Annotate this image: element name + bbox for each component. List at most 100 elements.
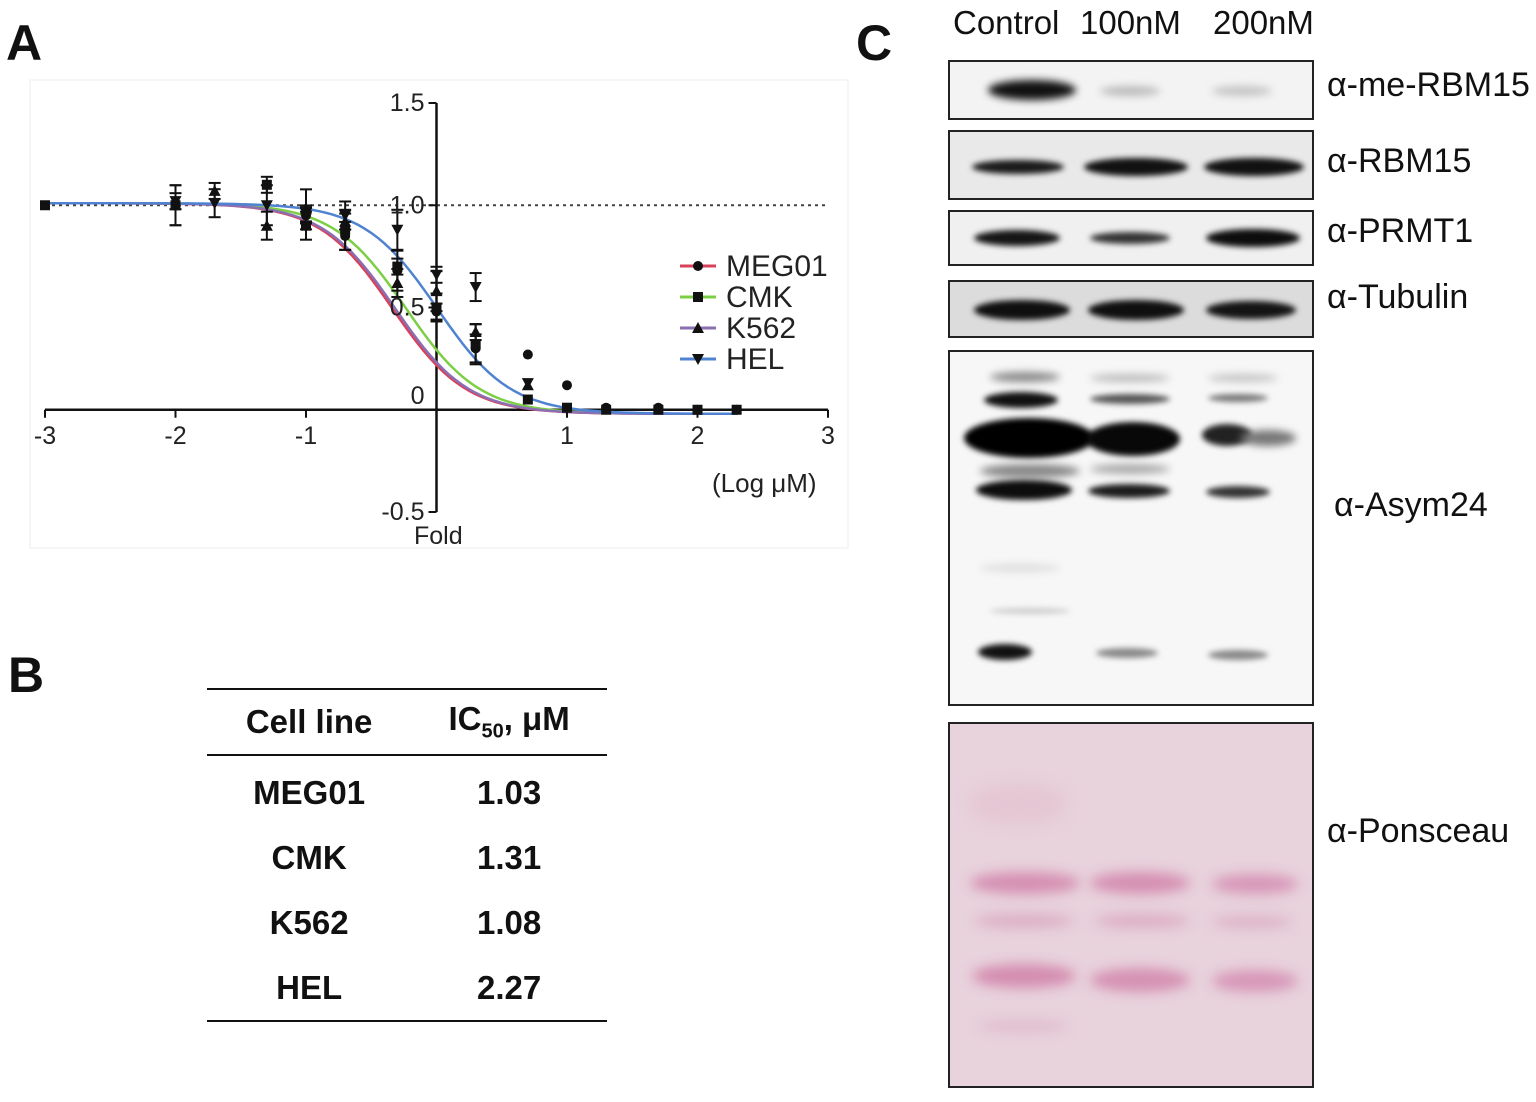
data-point-hel xyxy=(208,198,221,210)
data-point-k562 xyxy=(391,276,404,288)
ic50-table: Cell line IC50, μM MEG01 1.03 CMK 1.31 K56… xyxy=(207,688,607,1022)
ic50-value: 2.27 xyxy=(477,968,542,1006)
blot-band xyxy=(1212,970,1298,992)
blot-band xyxy=(1088,300,1184,320)
data-point-hel xyxy=(430,269,443,281)
blot-band xyxy=(1094,914,1190,928)
y-tick-label: 0.5 xyxy=(390,294,425,322)
blot-label-tubulin: α-Tubulin xyxy=(1327,278,1469,316)
blot-band xyxy=(1090,968,1190,992)
blot-band xyxy=(1088,484,1170,498)
y-axis-label: Fold xyxy=(414,522,463,550)
y-tick-label: 1.5 xyxy=(390,89,425,117)
blot-band xyxy=(1096,648,1158,658)
table-header-row: Cell line IC50, μM xyxy=(207,689,607,755)
data-point-hel xyxy=(521,378,534,390)
blot-band xyxy=(1100,86,1160,96)
blot-band xyxy=(1202,424,1252,446)
data-point-cmk xyxy=(601,404,612,415)
table-row: CMK 1.31 xyxy=(207,825,607,890)
blot-band xyxy=(974,230,1060,246)
cell-line: CMK xyxy=(271,838,347,876)
panel-letter-a: A xyxy=(6,15,43,71)
data-point-k562 xyxy=(469,326,482,338)
ic50-value: 1.31 xyxy=(477,838,542,876)
header-cell-line: Cell line xyxy=(245,703,373,740)
x-tick-label: -3 xyxy=(34,422,56,450)
x-tick-label: 2 xyxy=(691,422,705,450)
blot-label-me-rbm15: α-me-RBM15 xyxy=(1327,66,1530,104)
blot-band xyxy=(970,872,1080,894)
x-tick-label: -1 xyxy=(295,422,317,450)
blot-band xyxy=(978,1020,1068,1032)
legend-label-cmk: CMK xyxy=(726,281,793,314)
blot-band xyxy=(1090,232,1170,244)
legend-label-hel: HEL xyxy=(726,343,784,376)
blot-band xyxy=(1240,430,1296,446)
table-row: K562 1.08 xyxy=(207,890,607,955)
blot-rbm15 xyxy=(948,130,1314,200)
table-row: MEG01 1.03 xyxy=(207,755,607,825)
header-ic50: IC50, μM xyxy=(448,700,570,743)
blot-band xyxy=(974,914,1074,928)
blot-band xyxy=(970,784,1066,824)
blot-band xyxy=(980,564,1060,572)
blot-asym24 xyxy=(948,350,1314,706)
data-point-hel xyxy=(339,210,352,222)
blot-label-ponsceau: α-Ponsceau xyxy=(1327,812,1510,850)
panel-letter-c: C xyxy=(856,15,893,71)
blot-band xyxy=(1212,874,1298,894)
lane-label-control: Control xyxy=(953,4,1060,41)
table-row: HEL 2.27 xyxy=(207,955,607,1021)
blot-band xyxy=(988,80,1076,100)
legend-label-meg01: MEG01 xyxy=(726,250,828,283)
legend-label-k562: K562 xyxy=(726,312,796,345)
data-point-cmk xyxy=(731,404,742,415)
blot-band xyxy=(990,372,1060,382)
legend-marker-cmk xyxy=(693,292,703,302)
blot-ponsceau xyxy=(948,722,1314,1088)
blot-me-rbm15 xyxy=(948,60,1314,120)
y-tick-label: 1.0 xyxy=(390,191,425,219)
blot-band xyxy=(1212,916,1292,928)
ic50-value: 1.08 xyxy=(477,903,542,941)
lane-label-200nm: 200nM xyxy=(1213,4,1314,41)
blot-band xyxy=(1090,394,1170,404)
data-point-hel xyxy=(169,196,182,208)
panel-letter-b: B xyxy=(8,647,45,703)
blot-band xyxy=(1208,650,1268,660)
blot-band xyxy=(1090,374,1170,382)
blot-band xyxy=(1084,158,1188,176)
blot-band xyxy=(972,160,1064,174)
series-curve-hel xyxy=(45,201,737,416)
blot-band xyxy=(972,964,1076,988)
y-tick-label: -0.5 xyxy=(381,498,424,526)
data-point-hel xyxy=(300,208,312,220)
blot-label-asym24: α-Asym24 xyxy=(1334,486,1488,524)
blot-band xyxy=(1086,422,1180,456)
legend-marker-k562 xyxy=(692,322,704,333)
ic50-value: 1.03 xyxy=(477,773,542,811)
blot-band xyxy=(1208,394,1268,402)
data-point-cmk xyxy=(522,394,533,405)
blot-band xyxy=(1212,86,1272,96)
data-point-cmk xyxy=(653,404,664,415)
legend-marker-meg01 xyxy=(693,261,703,271)
blot-band xyxy=(1206,229,1300,247)
blot-band xyxy=(1090,872,1190,894)
data-point-meg01 xyxy=(522,349,533,360)
blot-prmt1 xyxy=(948,210,1314,266)
blot-band xyxy=(1206,486,1270,498)
x-tick-label: -2 xyxy=(164,422,186,450)
blot-band xyxy=(1206,301,1296,319)
data-point-k562 xyxy=(430,285,443,297)
data-point-hel xyxy=(260,200,273,212)
data-point-hel xyxy=(391,224,404,236)
blot-band xyxy=(978,644,1032,660)
data-point-cmk xyxy=(562,402,572,413)
blot-label-rbm15: α-RBM15 xyxy=(1327,142,1472,180)
data-point-cmk xyxy=(40,200,50,211)
lane-label-100nm: 100nM xyxy=(1080,4,1181,41)
x-axis-label: (Log μM) xyxy=(712,468,817,498)
blot-band xyxy=(1204,158,1304,176)
